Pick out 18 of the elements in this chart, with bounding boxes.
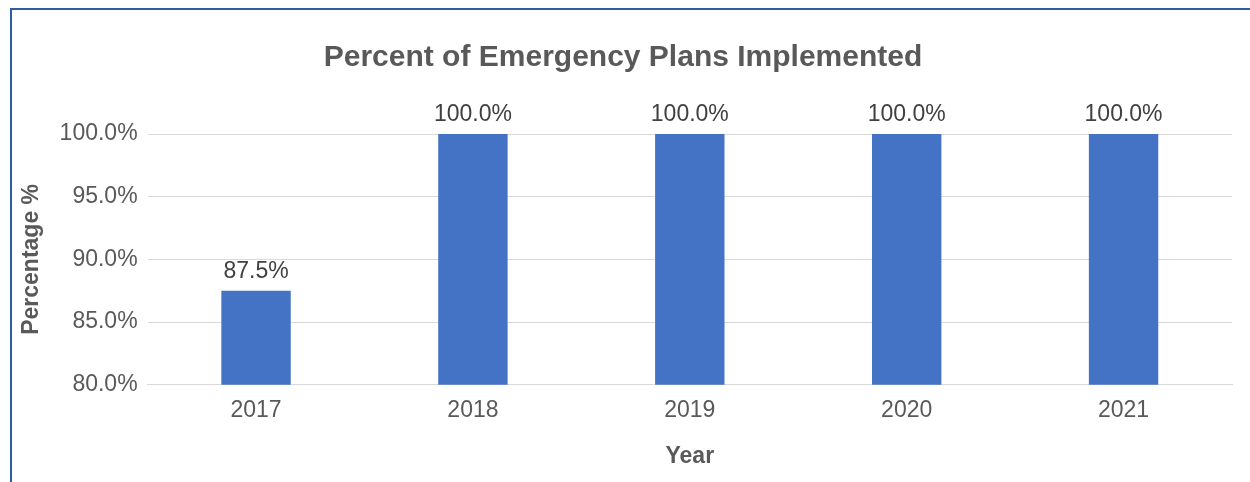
x-tick-label: 2018	[447, 395, 499, 422]
data-label: 100.0%	[650, 99, 729, 126]
y-tick-label: 95.0%	[72, 182, 138, 209]
y-tick-label: 100.0%	[59, 119, 138, 146]
y-tick-label: 90.0%	[72, 244, 138, 271]
y-tick-label: 85.0%	[72, 307, 138, 334]
data-label: 100.0%	[1084, 99, 1163, 126]
y-tick-label: 80.0%	[72, 370, 138, 397]
x-tick-label: 2020	[881, 395, 933, 422]
data-label: 100.0%	[433, 99, 512, 126]
x-tick-label: 2019	[664, 395, 716, 422]
chart-title: Percent of Emergency Plans Implemented	[323, 39, 923, 73]
y-axis-title: Percentage %	[17, 183, 44, 335]
x-tick-label: 2021	[1097, 395, 1150, 422]
data-label: 100.0%	[867, 99, 946, 126]
data-label: 87.5%	[223, 256, 289, 283]
x-axis-title: Year	[665, 441, 715, 468]
x-tick-label: 2017	[230, 395, 282, 422]
